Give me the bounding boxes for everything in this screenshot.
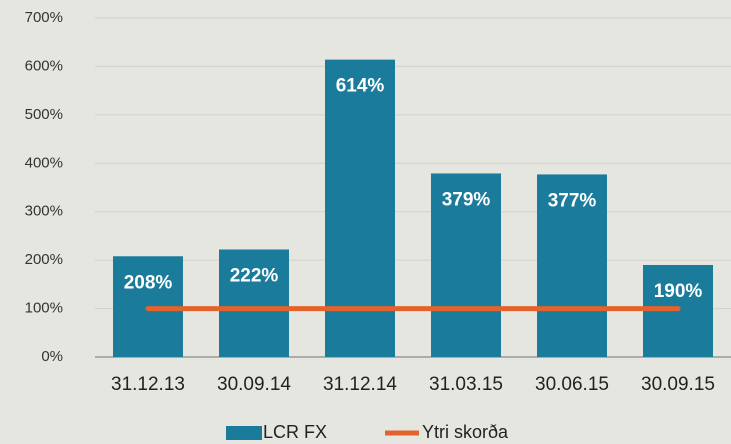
y-tick-label: 500% [25, 106, 63, 123]
bar [431, 173, 501, 357]
data-label: 379% [442, 189, 491, 210]
bar [325, 59, 395, 358]
data-label: 222% [230, 266, 279, 287]
legend-label: LCR FX [263, 422, 327, 442]
x-tick-label: 30.09.14 [217, 374, 291, 395]
y-tick-label: 100% [25, 300, 63, 317]
x-tick-label: 31.03.15 [429, 374, 503, 395]
data-label: 614% [336, 76, 385, 97]
y-tick-label: 400% [25, 154, 63, 171]
y-tick-label: 300% [25, 203, 63, 220]
x-tick-label: 30.06.15 [535, 374, 609, 395]
x-tick-label: 31.12.14 [323, 374, 397, 395]
bar [219, 249, 289, 357]
y-tick-label: 0% [41, 348, 63, 365]
data-label: 208% [124, 272, 173, 293]
x-tick-label: 30.09.15 [641, 374, 715, 395]
y-tick-label: 600% [25, 57, 63, 74]
y-tick-label: 700% [25, 9, 63, 26]
x-tick-label: 31.12.13 [111, 374, 185, 395]
y-tick-label: 200% [25, 251, 63, 268]
legend-swatch [226, 426, 262, 440]
data-label: 377% [548, 190, 597, 211]
legend-label: Ytri skorða [422, 422, 509, 442]
bar [537, 174, 607, 357]
data-label: 190% [654, 281, 703, 302]
